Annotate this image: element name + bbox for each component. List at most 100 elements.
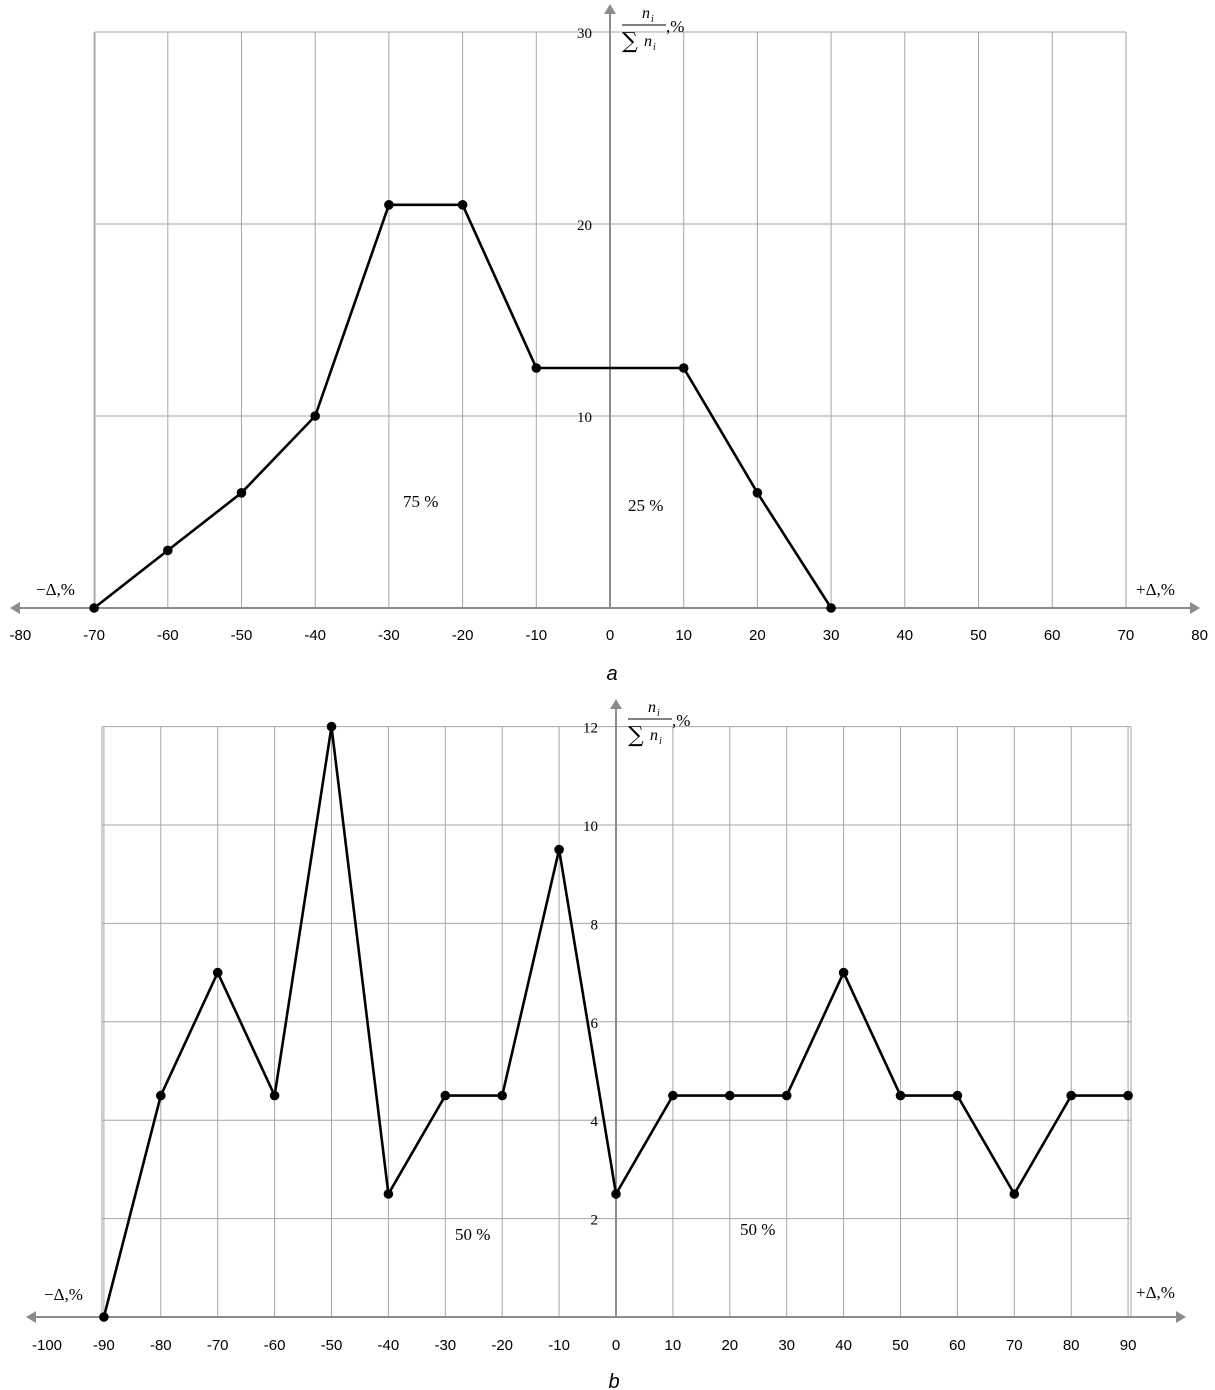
percent-annotation: 50 % [455, 1225, 490, 1244]
percent-annotation: 75 % [403, 492, 438, 511]
x-tick-label: 0 [606, 627, 614, 644]
x-tick-label: 10 [675, 627, 692, 644]
y-tick-label: 2 [591, 1213, 599, 1229]
data-point [725, 1090, 735, 1101]
arrow-head-left [26, 1311, 36, 1323]
data-point [1066, 1090, 1076, 1101]
y-tick-label: 6 [591, 1016, 599, 1032]
x-tick-label: 50 [970, 627, 987, 644]
data-point [1009, 1189, 1020, 1199]
y-label-sum-symbol: ∑ [622, 29, 638, 54]
arrow-head-right [1190, 602, 1200, 614]
grid [101, 726, 1132, 1317]
x-tick-label: 30 [823, 627, 840, 644]
data-point [781, 1090, 792, 1101]
x-tick-label: -40 [304, 627, 326, 644]
x-tick-label: 40 [835, 1337, 852, 1354]
chart-a: -80 -70 -60 -50 -40 -30 -20 -10 0 10 20 30 40 50 60 70 8… [10, 4, 1208, 685]
x-tick-label: -70 [83, 627, 105, 644]
data-point [269, 1090, 280, 1101]
y-tick-label: 12 [583, 721, 598, 737]
data-point [236, 488, 247, 498]
arrow-head-up [610, 699, 622, 709]
data-point [326, 721, 337, 732]
chart-caption: a [606, 663, 617, 685]
data-point [678, 363, 689, 373]
x-tick-label: -20 [491, 1337, 513, 1354]
y-tick-label: 30 [577, 26, 592, 42]
x-tick-label: 20 [721, 1337, 738, 1354]
y-tick-label: 10 [583, 819, 598, 835]
data-point [89, 603, 99, 613]
data-point [383, 1189, 394, 1199]
data-point [895, 1090, 906, 1101]
y-tick-label: 4 [591, 1114, 599, 1130]
percent-annotation: 50 % [740, 1220, 775, 1239]
data-point [838, 967, 849, 978]
x-tick-label: -10 [525, 627, 547, 644]
data-point [752, 488, 763, 498]
data-point [440, 1090, 451, 1101]
arrow-head-right [1176, 1311, 1186, 1323]
y-axis-label: n i∑ n i,% [622, 5, 684, 54]
x-tick-label: 10 [665, 1337, 682, 1354]
x-tick-label: 60 [949, 1337, 966, 1354]
y-label-denominator-sub: i [653, 42, 656, 53]
y-label-unit: ,% [672, 711, 690, 730]
y-label-numerator: n [642, 5, 650, 22]
data-point [826, 603, 836, 613]
arrow-head-up [604, 4, 616, 14]
x-tick-label: -50 [321, 1337, 343, 1354]
x-tick-label: 20 [749, 627, 766, 644]
y-label-unit: ,% [666, 17, 684, 36]
x-axis-negative-label: −Δ,% [44, 1285, 83, 1304]
x-tick-label: -70 [207, 1337, 229, 1354]
y-label-sum-symbol: ∑ [628, 723, 644, 748]
x-axis-positive-label: +Δ,% [1136, 1283, 1175, 1302]
data-point [668, 1090, 678, 1101]
x-tick-label: 30 [778, 1337, 795, 1354]
x-tick-label: -30 [378, 627, 400, 644]
x-tick-label: 70 [1118, 627, 1135, 644]
data-point [554, 844, 564, 855]
x-tick-label: -10 [548, 1337, 570, 1354]
x-tick-label: -20 [452, 627, 474, 644]
series-line [93, 203, 833, 610]
x-tick-label: -80 [150, 1337, 172, 1354]
data-point [212, 967, 223, 978]
y-tick-label: 10 [577, 410, 592, 426]
x-tick-label: 60 [1044, 627, 1061, 644]
percent-annotation: 25 % [628, 496, 663, 515]
y-label-denominator: n [650, 727, 658, 744]
data-point [457, 200, 468, 210]
y-label-denominator-sub: i [659, 736, 662, 747]
y-label-numerator: n [648, 699, 656, 716]
x-tick-label: 70 [1006, 1337, 1023, 1354]
x-tick-label: 80 [1063, 1337, 1080, 1354]
data-point [384, 200, 394, 210]
data-point [156, 1090, 166, 1101]
axes [26, 699, 1186, 1323]
x-axis-negative-label: −Δ,% [36, 580, 75, 599]
y-axis-label: n i∑ n i,% [628, 699, 690, 748]
y-tick-label: 8 [591, 917, 599, 933]
x-tick-label: 40 [896, 627, 913, 644]
x-tick-label: 0 [612, 1337, 620, 1354]
x-tick-label: -100 [32, 1337, 62, 1354]
chart-caption: b [608, 1371, 619, 1390]
data-point [952, 1090, 963, 1101]
chart-b: -100 -90 -80 -70 -60 -50 -40 -30 -20 -10 0 10 20 30 40… [26, 699, 1186, 1390]
x-tick-label: -50 [231, 627, 253, 644]
x-axis-positive-label: +Δ,% [1136, 580, 1175, 599]
y-tick-label: 20 [577, 218, 592, 234]
arrow-head-left [10, 602, 20, 614]
y-label-numerator-sub: i [657, 708, 660, 719]
data-point [310, 411, 321, 421]
data-point [497, 1090, 508, 1101]
data-point [163, 545, 173, 556]
data-point [611, 1189, 621, 1199]
y-label-numerator-sub: i [651, 14, 654, 25]
y-label-denominator: n [644, 33, 652, 50]
x-tick-label: 50 [892, 1337, 909, 1354]
